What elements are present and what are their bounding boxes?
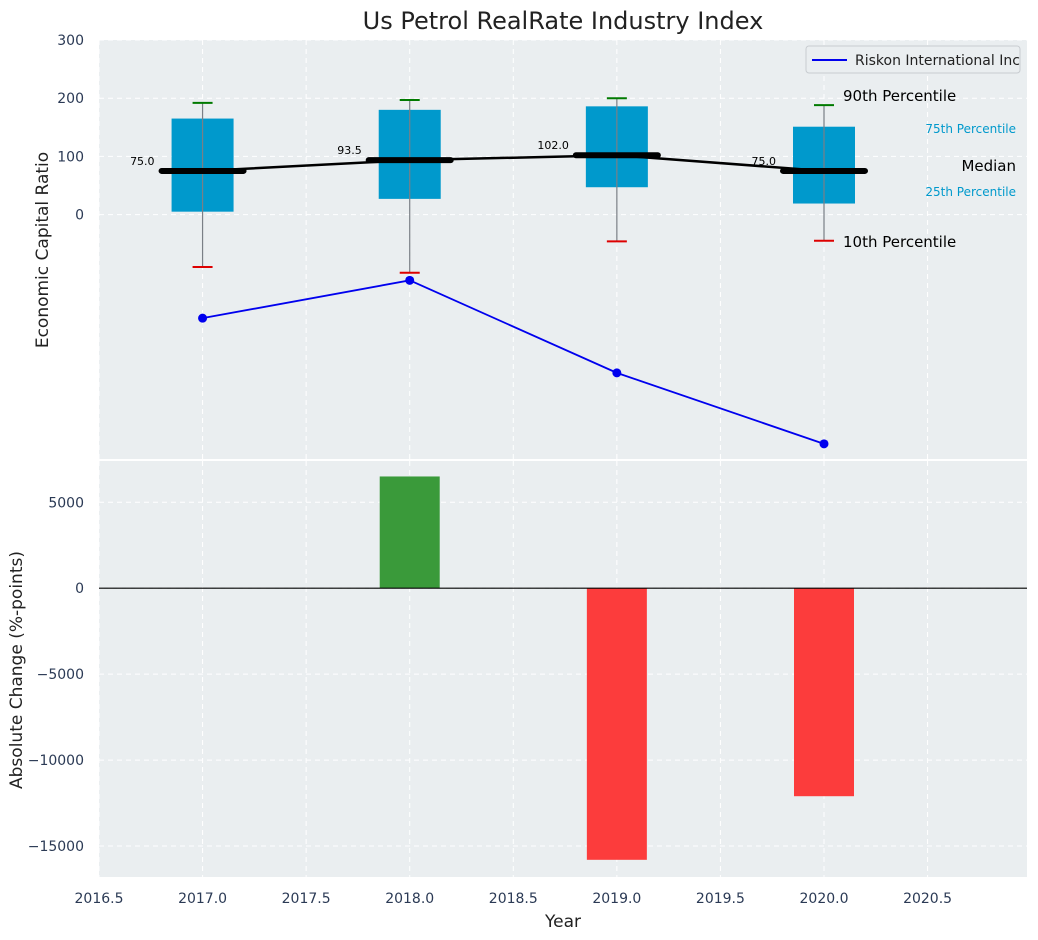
bottom-y-tick-label: −15000	[28, 839, 84, 855]
median-value-label: 102.0	[537, 139, 569, 152]
top-y-ticks: 0 100 200 300	[57, 33, 84, 224]
legend: Riskon International Inc	[805, 45, 1021, 74]
median-value-label: 75.0	[130, 155, 155, 168]
x-tick-label: 2018.5	[489, 891, 538, 907]
median-annotation: Median	[961, 157, 1016, 175]
p10-annotation: 10th Percentile	[843, 233, 956, 251]
x-ticks: 2016.5 2017.0 2017.5 2018.0 2018.5 2019.0 2019…	[75, 891, 953, 907]
x-tick-label: 2018.0	[385, 891, 434, 907]
top-y-tick-label: 200	[57, 91, 84, 107]
legend-label: Riskon International Inc	[855, 53, 1020, 69]
legend-box	[805, 45, 1021, 74]
x-tick-label: 2017.5	[282, 891, 331, 907]
bottom-y-axis-label: Absolute Change (%-points)	[7, 551, 27, 789]
bottom-y-tick-label: −5000	[37, 667, 84, 683]
median-trend-line	[202, 153, 825, 173]
change-bar	[586, 588, 647, 860]
change-bar	[794, 588, 854, 797]
x-tick-label: 2020.5	[903, 891, 952, 907]
bottom-panel: −15000 −10000 −5000 0 5000 2016.5 2017.0 2017.…	[7, 461, 1027, 932]
top-y-tick-label: 0	[75, 208, 84, 224]
top-y-tick-label: 100	[57, 149, 84, 165]
chart-title: Us Petrol RealRate Industry Index	[363, 7, 764, 35]
median-line-group	[202, 153, 825, 173]
p75-annotation: 75th Percentile	[925, 122, 1016, 136]
bars	[379, 476, 854, 860]
series-point	[405, 275, 415, 285]
series-group	[198, 275, 829, 449]
bottom-y-tick-label: 5000	[48, 495, 84, 511]
x-tick-label: 2017.0	[178, 891, 227, 907]
x-tick-label: 2019.0	[592, 891, 641, 907]
x-tick-label: 2020.0	[800, 891, 849, 907]
bottom-y-ticks: −15000 −10000 −5000 0 5000	[28, 495, 84, 855]
series-line-riskon	[202, 279, 825, 445]
median-value-label: 93.5	[337, 144, 362, 157]
bottom-plot-area	[99, 461, 1027, 877]
top-y-axis-label: Economic Capital Ratio	[33, 152, 53, 348]
x-axis-label: Year	[544, 912, 581, 932]
p25-annotation: 25th Percentile	[925, 185, 1016, 199]
top-y-tick-label: 300	[57, 33, 84, 49]
series-point	[198, 313, 208, 323]
bottom-y-tick-label: −10000	[28, 753, 84, 769]
series-point	[819, 439, 829, 449]
change-bar	[379, 476, 440, 589]
percentile-annotations: 90th Percentile 75th Percentile Median 2…	[843, 87, 1016, 251]
bottom-y-tick-label: 0	[75, 581, 84, 597]
p90-annotation: 90th Percentile	[843, 87, 956, 105]
x-tick-label: 2016.5	[75, 891, 124, 907]
top-plot-area	[99, 40, 1027, 459]
series-point	[612, 368, 622, 378]
x-tick-label: 2019.5	[696, 891, 745, 907]
